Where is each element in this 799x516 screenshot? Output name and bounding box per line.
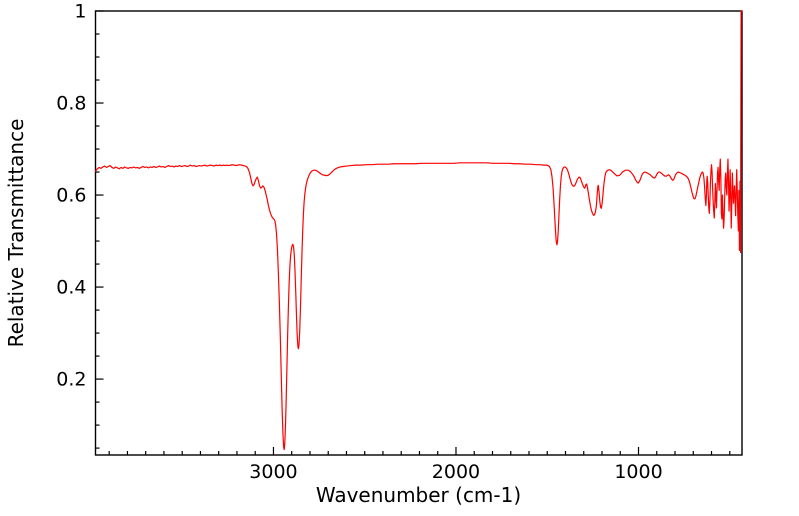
y-tick-label: 0.2 [56, 369, 86, 391]
x-tick-label: 3000 [249, 461, 297, 483]
y-tick-label: 0.8 [56, 93, 86, 115]
spectrum-line [94, 10, 743, 451]
x-axis-title: Wavenumber (cm-1) [315, 483, 522, 507]
y-tick-label: 0.4 [56, 277, 86, 299]
y-tick-label: 0.6 [56, 185, 86, 207]
plot-frame [94, 10, 743, 456]
y-tick-label: 1 [74, 1, 86, 23]
y-axis-title: Relative Transmittance [4, 118, 28, 348]
x-tick-label: 1000 [614, 461, 662, 483]
x-tick-label: 2000 [432, 461, 480, 483]
